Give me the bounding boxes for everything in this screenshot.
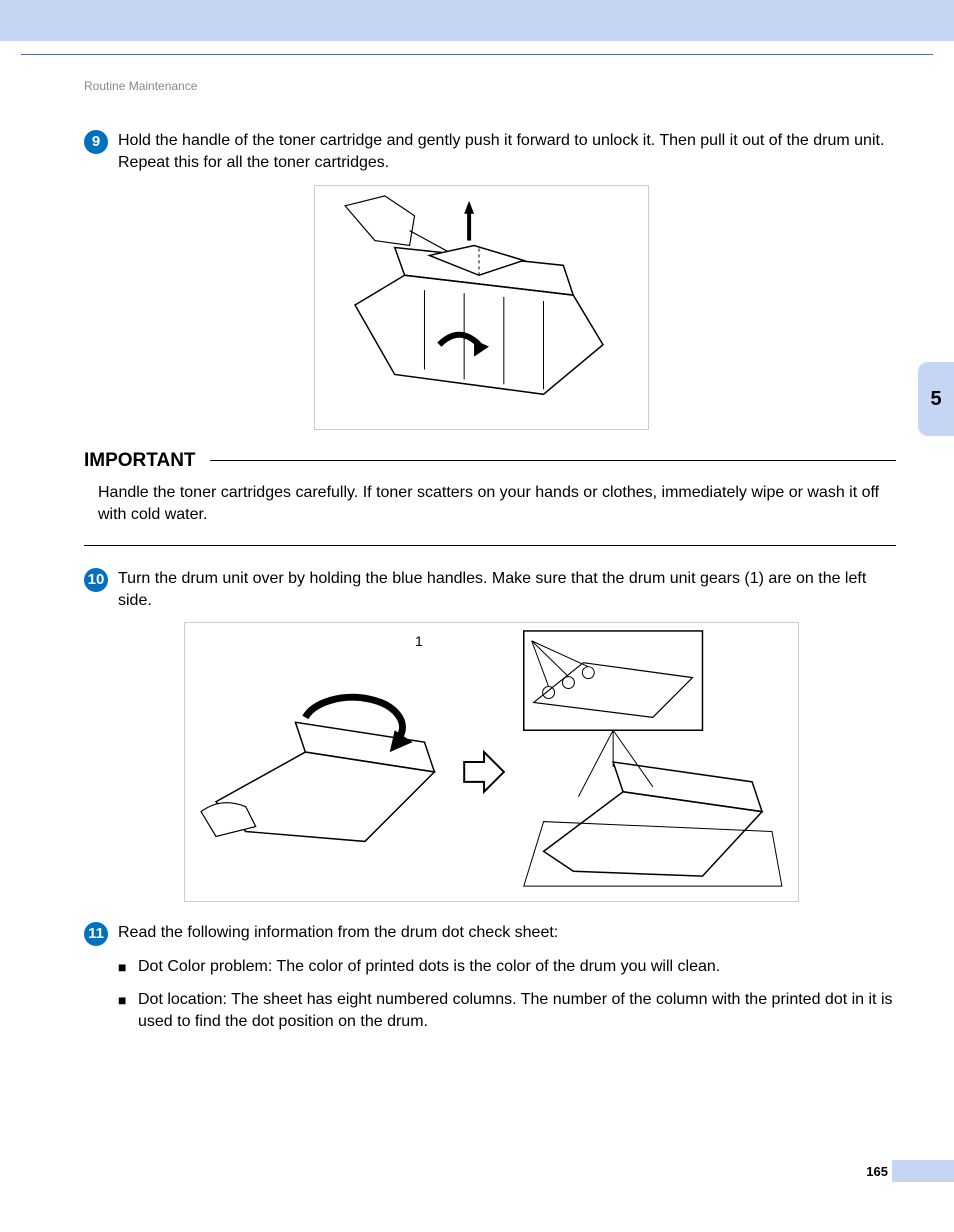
important-rule-top xyxy=(210,460,896,461)
figure-2-callout: 1 xyxy=(415,633,423,649)
step-11: 11 Read the following information from t… xyxy=(84,922,896,946)
important-callout: IMPORTANT Handle the toner cartridges ca… xyxy=(84,450,896,546)
bullet-dot-location-text: Dot location: The sheet has eight number… xyxy=(138,989,896,1034)
chapter-tab: 5 xyxy=(918,362,954,436)
step-9-line2: Repeat this for all the toner cartridges… xyxy=(118,154,389,171)
bullet-dot-location: ■ Dot location: The sheet has eight numb… xyxy=(118,989,896,1034)
step-10: 10 Turn the drum unit over by holding th… xyxy=(84,568,896,613)
step-11-text: Read the following information from the … xyxy=(118,922,896,944)
step-9: 9 Hold the handle of the toner cartridge… xyxy=(84,130,896,175)
section-label: Routine Maintenance xyxy=(84,79,197,93)
bullet-marker: ■ xyxy=(118,958,132,978)
step-10-text: Turn the drum unit over by holding the b… xyxy=(118,568,896,613)
step-number-badge: 9 xyxy=(84,130,108,154)
bullet-dot-color: ■ Dot Color problem: The color of printe… xyxy=(118,956,896,978)
important-header: IMPORTANT xyxy=(84,450,896,472)
page-number-tab xyxy=(892,1160,954,1182)
step-number-badge: 11 xyxy=(84,922,108,946)
bullet-dot-color-text: Dot Color problem: The color of printed … xyxy=(138,956,720,978)
step-number-badge: 10 xyxy=(84,568,108,592)
figure-drum-flip: 1 xyxy=(184,622,799,902)
step-11-bullets: ■ Dot Color problem: The color of printe… xyxy=(118,956,896,1033)
important-rule-bottom xyxy=(84,545,896,546)
step-9-text: Hold the handle of the toner cartridge a… xyxy=(118,130,896,175)
figure-toner-removal xyxy=(314,185,649,430)
bullet-marker: ■ xyxy=(118,991,132,1011)
header-rule xyxy=(21,54,933,55)
page-number: 165 xyxy=(866,1164,888,1179)
header-bar xyxy=(0,0,954,41)
page-content: 9 Hold the handle of the toner cartridge… xyxy=(84,130,896,1044)
step-9-line1: Hold the handle of the toner cartridge a… xyxy=(118,132,884,149)
important-body: Handle the toner cartridges carefully. I… xyxy=(84,482,896,541)
important-title: IMPORTANT xyxy=(84,450,196,472)
figure-1-svg xyxy=(315,186,648,429)
figure-2-svg xyxy=(185,623,798,901)
